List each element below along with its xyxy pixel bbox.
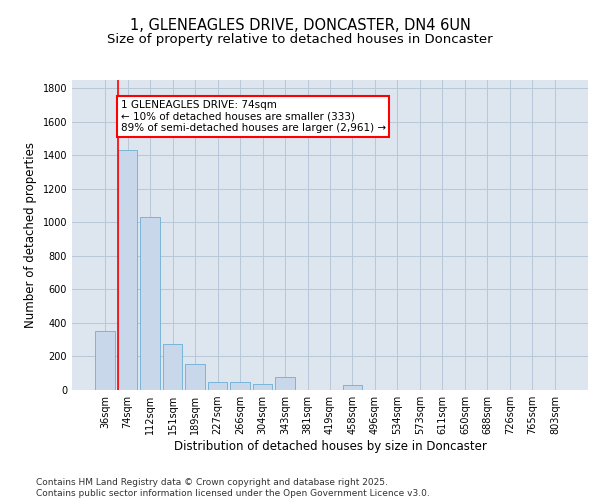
Bar xyxy=(140,218,160,390)
X-axis label: Distribution of detached houses by size in Doncaster: Distribution of detached houses by size … xyxy=(173,440,487,453)
Bar xyxy=(163,344,182,390)
Bar xyxy=(343,385,362,390)
Y-axis label: Number of detached properties: Number of detached properties xyxy=(24,142,37,328)
Bar xyxy=(253,384,272,390)
Text: Contains HM Land Registry data © Crown copyright and database right 2025.
Contai: Contains HM Land Registry data © Crown c… xyxy=(36,478,430,498)
Text: 1 GLENEAGLES DRIVE: 74sqm
← 10% of detached houses are smaller (333)
89% of semi: 1 GLENEAGLES DRIVE: 74sqm ← 10% of detac… xyxy=(121,100,386,134)
Text: 1, GLENEAGLES DRIVE, DONCASTER, DN4 6UN: 1, GLENEAGLES DRIVE, DONCASTER, DN4 6UN xyxy=(130,18,470,32)
Bar xyxy=(230,382,250,390)
Text: Size of property relative to detached houses in Doncaster: Size of property relative to detached ho… xyxy=(107,32,493,46)
Bar xyxy=(118,150,137,390)
Bar xyxy=(185,364,205,390)
Bar xyxy=(208,382,227,390)
Bar xyxy=(95,330,115,390)
Bar xyxy=(275,378,295,390)
